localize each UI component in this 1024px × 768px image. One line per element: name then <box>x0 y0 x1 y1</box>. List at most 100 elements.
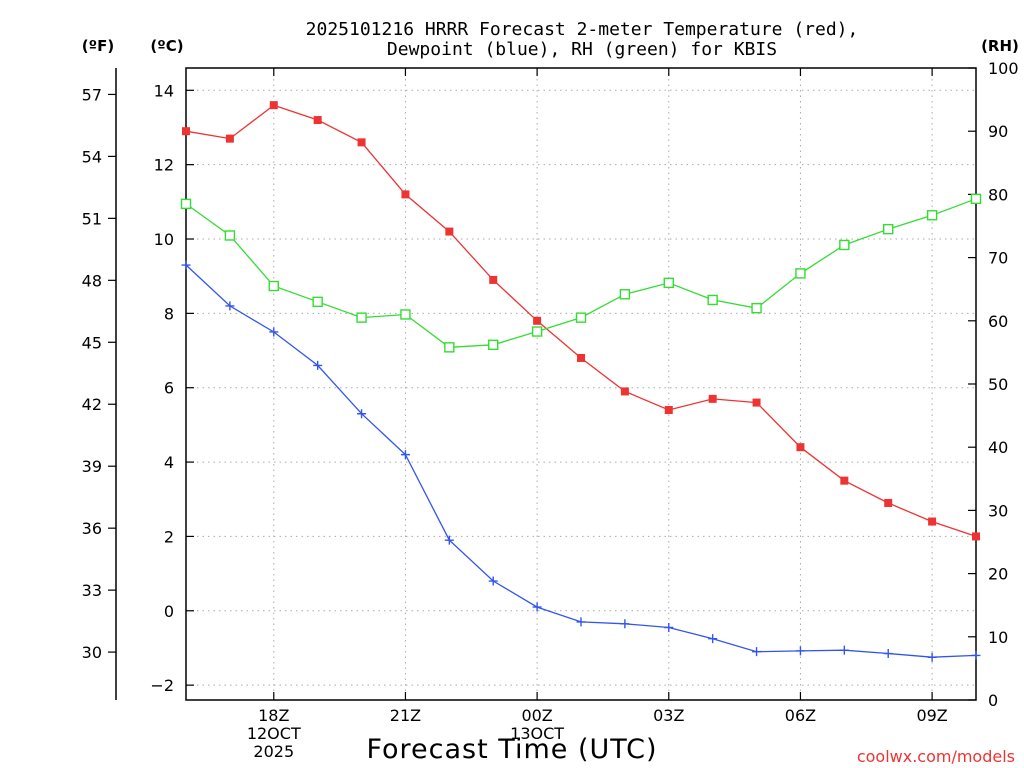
dewpoint-point <box>357 409 367 419</box>
temperature-point <box>357 138 366 147</box>
dewpoint-point <box>839 645 849 655</box>
rh-point <box>926 210 938 221</box>
celsius-tick-label: 14 <box>154 81 174 100</box>
temperature-point <box>884 498 893 507</box>
rh-point <box>444 342 455 353</box>
temperature-point <box>225 134 234 143</box>
x-tick-label: 13OCT <box>510 724 564 743</box>
fahrenheit-tick-label: 51 <box>82 209 102 228</box>
dewpoint-point <box>620 619 630 629</box>
temperature-point <box>313 116 322 125</box>
dewpoint-point <box>576 617 586 627</box>
dewpoint-point <box>400 450 410 460</box>
x-tick-label: 09Z <box>916 706 947 725</box>
dewpoint-point <box>752 647 762 657</box>
rh-tick-label: 90 <box>988 122 1008 141</box>
dewpoint-point <box>883 649 893 659</box>
x-tick-label: 12OCT <box>247 724 301 743</box>
dewpoint-point <box>532 602 542 612</box>
data-series <box>180 101 982 662</box>
rh-line <box>185 198 977 348</box>
fahrenheit-tick-label: 30 <box>82 643 102 662</box>
watermark: coolwx.com/models <box>857 747 1015 766</box>
rh-tick-label: 70 <box>988 249 1008 268</box>
rh-point <box>575 312 587 323</box>
celsius-tick-label: 8 <box>164 304 174 323</box>
celsius-tick-label: 4 <box>164 453 174 472</box>
rh-point <box>400 309 411 320</box>
rh-tick-label: 60 <box>988 312 1008 331</box>
rh-tick-label: 80 <box>988 185 1008 204</box>
dewpoint-line <box>185 264 977 658</box>
celsius-tick-label: 6 <box>164 379 174 398</box>
rh-point <box>356 312 367 323</box>
celsius-tick-label: 0 <box>164 602 174 621</box>
rh-point <box>751 302 762 314</box>
fahrenheit-tick-label: 54 <box>82 147 102 166</box>
dewpoint-point <box>708 634 718 644</box>
rh-point <box>839 239 850 251</box>
chart-title-line-1: 2025101216 HRRR Forecast 2-meter Tempera… <box>306 19 859 40</box>
fahrenheit-tick-label: 45 <box>82 333 102 352</box>
rh-tick-label: 30 <box>988 501 1008 520</box>
celsius-tick-label: 2 <box>164 527 174 546</box>
temperature-point <box>664 406 673 415</box>
rh-point <box>619 289 631 300</box>
grid-lines <box>186 68 976 700</box>
fahrenheit-tick-label: 33 <box>82 581 102 600</box>
fahrenheit-tick-label: 57 <box>82 85 102 104</box>
plot-frame <box>185 67 977 701</box>
celsius-axis-label: (ºC) <box>150 37 183 55</box>
rh-point <box>488 339 499 351</box>
celsius-tick-label: 10 <box>154 230 174 249</box>
x-tick-label: 2025 <box>253 742 294 761</box>
temperature-point <box>708 394 717 403</box>
rh-tick-label: 100 <box>988 59 1019 78</box>
temperature-point <box>182 127 190 136</box>
temperature-point <box>489 275 498 284</box>
dewpoint-point <box>971 650 981 660</box>
celsius-tick-label: 12 <box>154 156 174 175</box>
rh-tick-label: 10 <box>988 628 1008 647</box>
temperature-point <box>577 353 585 362</box>
fahrenheit-tick-label: 42 <box>82 395 102 414</box>
dewpoint-point <box>488 576 498 586</box>
axis-ticks: −2 0 2 4 6 8 10 12 14 30 33 36 39 42 45 48 51 54 57 0 10 20 30… <box>82 59 1019 761</box>
temperature-point <box>972 532 980 541</box>
fahrenheit-tick-label: 39 <box>82 457 102 476</box>
dewpoint-point <box>664 623 674 633</box>
celsius-tick-label: −2 <box>150 676 174 695</box>
temperature-point <box>928 517 937 526</box>
chart-title-line-2: Dewpoint (blue), RH (green) for KBIS <box>387 39 777 60</box>
temperature-point <box>752 398 761 407</box>
rh-point <box>312 296 323 308</box>
temperature-point <box>269 101 278 110</box>
dewpoint-point <box>927 652 937 662</box>
dewpoint-point <box>269 327 279 337</box>
temperature-point <box>445 227 454 236</box>
rh-series <box>180 193 982 353</box>
temperature-point <box>796 443 805 452</box>
rh-point <box>224 230 236 241</box>
x-tick-label: 00Z <box>521 706 552 725</box>
fahrenheit-tick-label: 36 <box>82 519 102 538</box>
dewpoint-point <box>313 360 323 370</box>
fahrenheit-tick-label: 48 <box>82 271 102 290</box>
x-tick-label: 21Z <box>390 706 421 725</box>
rh-point <box>707 294 718 306</box>
rh-point <box>268 280 279 292</box>
rh-axis-label: (RH) <box>981 37 1019 55</box>
dewpoint-point <box>444 535 454 545</box>
temperature-point <box>401 190 410 199</box>
rh-tick-label: 0 <box>988 691 998 710</box>
temperature-series <box>182 101 980 541</box>
rh-tick-label: 40 <box>988 438 1008 457</box>
rh-point <box>795 268 806 279</box>
temperature-point <box>620 387 629 396</box>
x-axis-title: Forecast Time (UTC) <box>366 734 657 765</box>
temperature-point <box>840 476 849 485</box>
x-tick-label: 06Z <box>785 706 816 725</box>
x-tick-label: 18Z <box>258 706 289 725</box>
rh-point <box>180 198 192 210</box>
rh-tick-label: 20 <box>988 565 1008 584</box>
